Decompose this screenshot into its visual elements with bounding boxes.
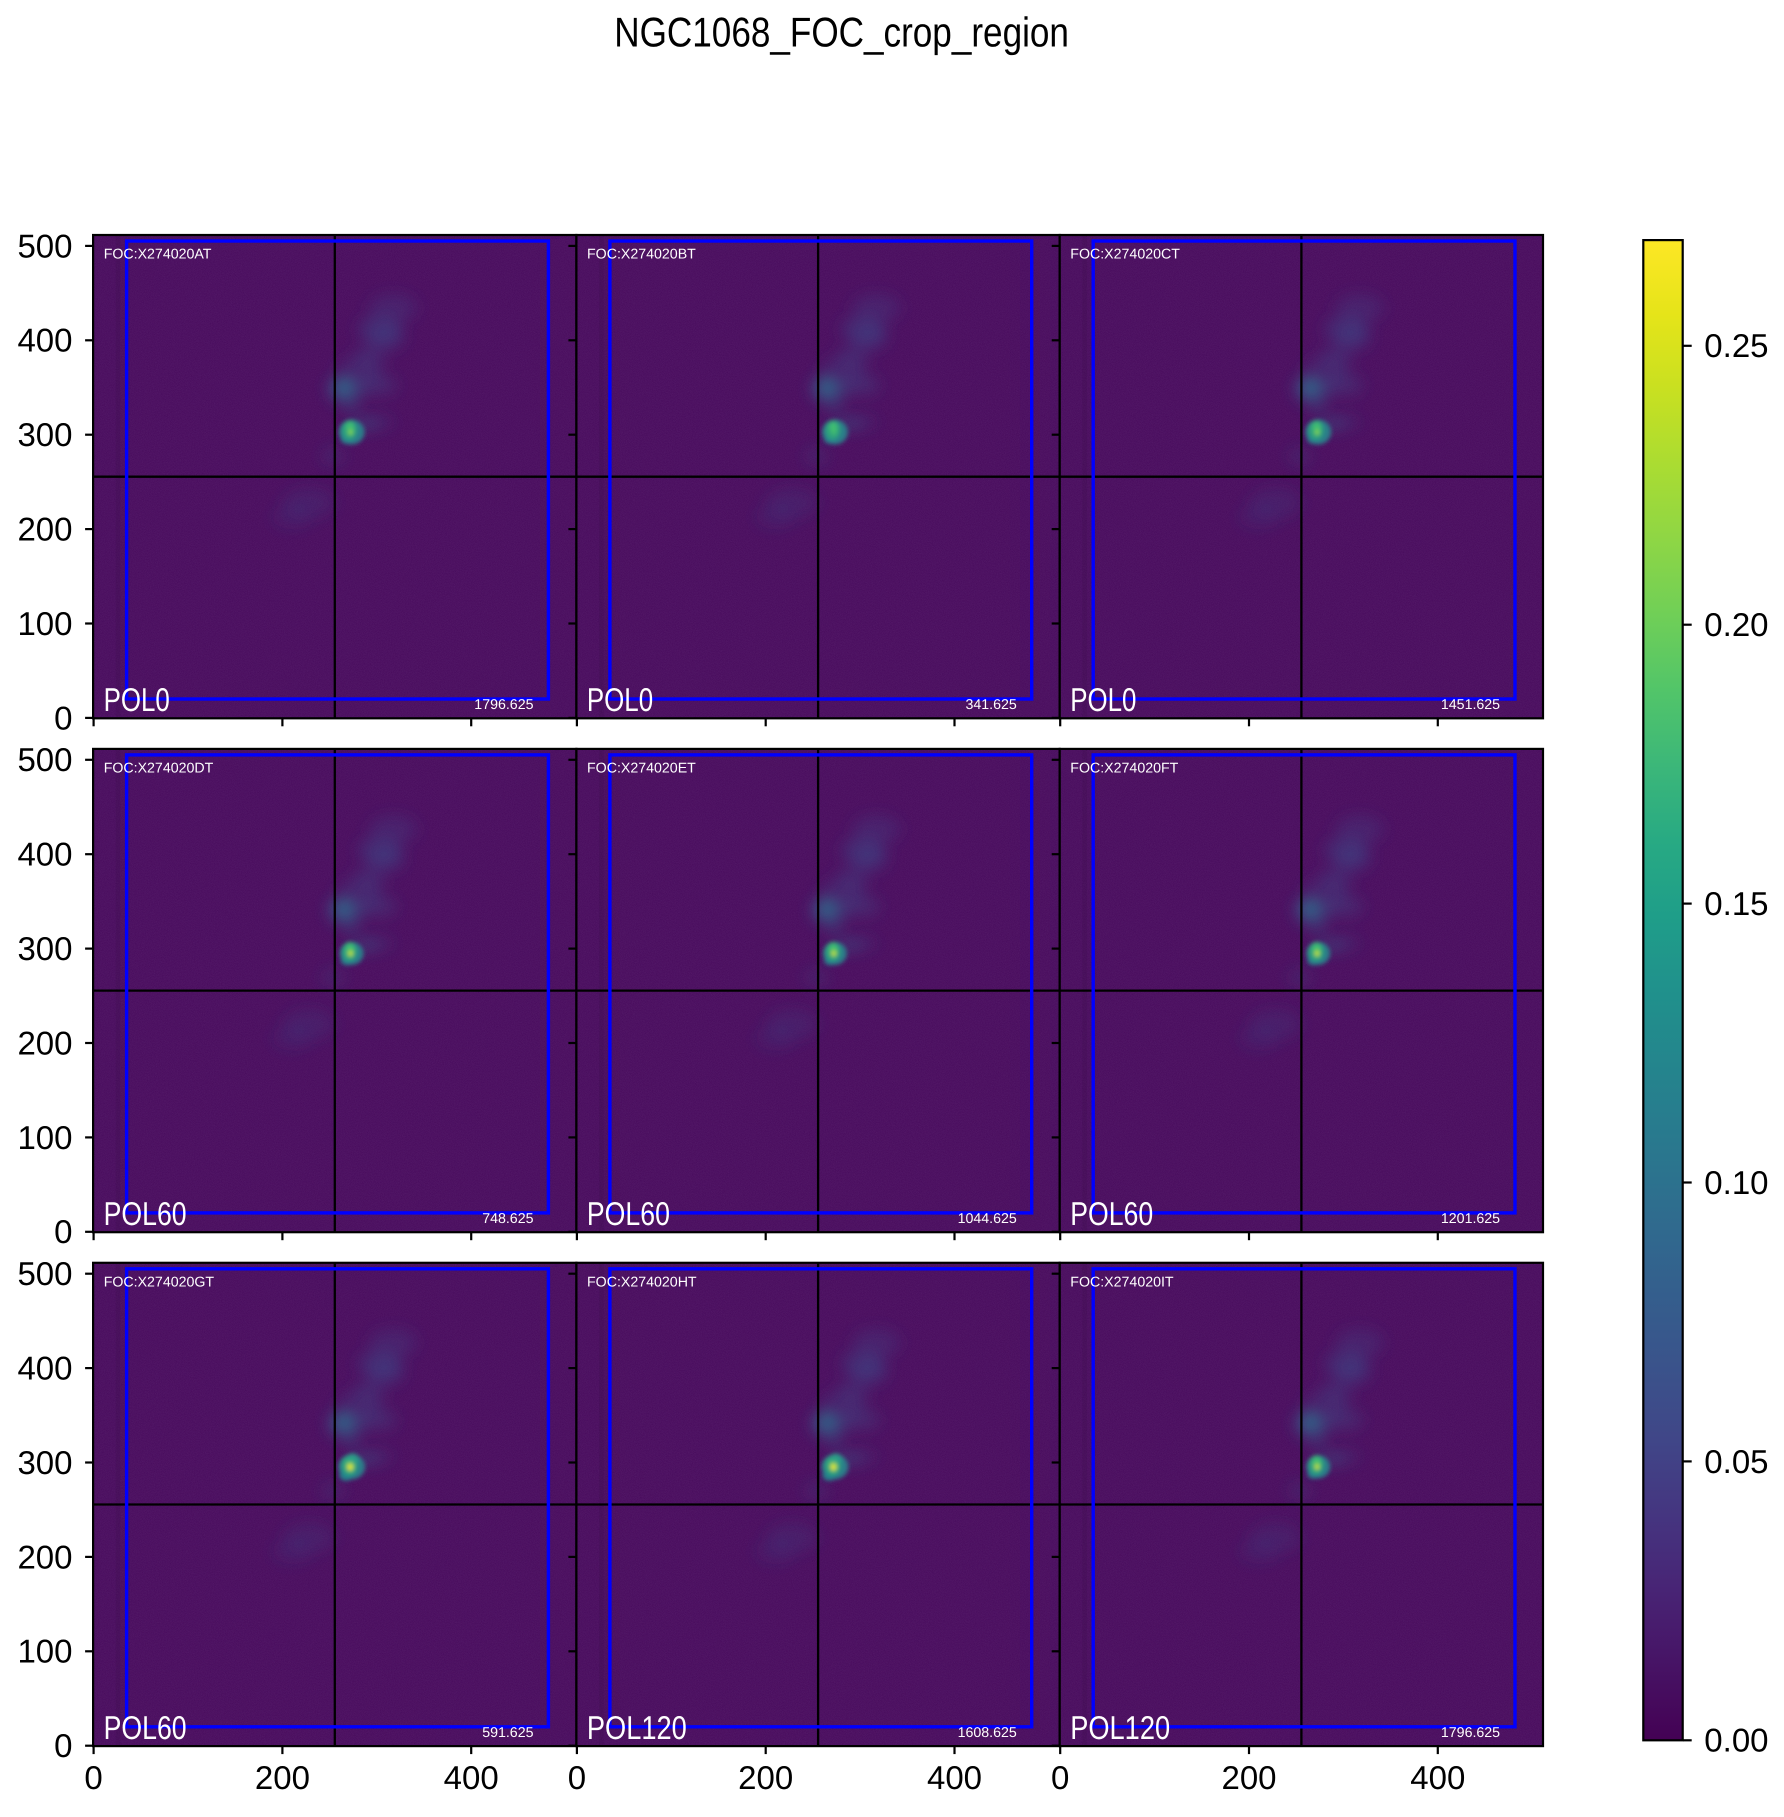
svg-text:POL0: POL0 bbox=[1070, 681, 1136, 718]
svg-text:POL0: POL0 bbox=[104, 681, 170, 718]
svg-text:500: 500 bbox=[17, 741, 72, 778]
svg-text:FOC:X274020FT: FOC:X274020FT bbox=[1070, 760, 1178, 776]
svg-text:0: 0 bbox=[54, 699, 72, 736]
svg-text:200: 200 bbox=[17, 511, 72, 548]
svg-text:FOC:X274020CT: FOC:X274020CT bbox=[1070, 247, 1180, 263]
svg-text:300: 300 bbox=[17, 1444, 72, 1481]
svg-text:0.15: 0.15 bbox=[1704, 885, 1768, 922]
svg-text:400: 400 bbox=[1410, 1759, 1465, 1796]
svg-text:500: 500 bbox=[17, 1255, 72, 1292]
svg-text:400: 400 bbox=[927, 1759, 982, 1796]
svg-text:400: 400 bbox=[17, 322, 72, 359]
svg-text:100: 100 bbox=[17, 1633, 72, 1670]
svg-text:POL60: POL60 bbox=[1070, 1195, 1153, 1232]
svg-text:FOC:X274020HT: FOC:X274020HT bbox=[587, 1274, 697, 1290]
svg-text:100: 100 bbox=[17, 1119, 72, 1156]
svg-text:300: 300 bbox=[17, 416, 72, 453]
svg-text:500: 500 bbox=[17, 227, 72, 264]
svg-text:1796.625: 1796.625 bbox=[474, 697, 533, 713]
svg-text:100: 100 bbox=[17, 605, 72, 642]
svg-text:0: 0 bbox=[54, 1727, 72, 1764]
svg-text:0: 0 bbox=[568, 1759, 586, 1796]
svg-text:0: 0 bbox=[54, 1213, 72, 1250]
svg-text:FOC:X274020ET: FOC:X274020ET bbox=[587, 760, 696, 776]
svg-text:FOC:X274020BT: FOC:X274020BT bbox=[587, 247, 696, 263]
svg-text:POL60: POL60 bbox=[104, 1709, 187, 1746]
svg-text:FOC:X274020IT: FOC:X274020IT bbox=[1070, 1274, 1174, 1290]
svg-text:200: 200 bbox=[255, 1759, 310, 1796]
svg-text:200: 200 bbox=[17, 1024, 72, 1061]
svg-text:NGC1068_FOC_crop_region: NGC1068_FOC_crop_region bbox=[614, 8, 1069, 55]
svg-text:POL60: POL60 bbox=[104, 1195, 187, 1232]
svg-text:0.00: 0.00 bbox=[1704, 1722, 1768, 1759]
svg-text:400: 400 bbox=[444, 1759, 499, 1796]
svg-text:748.625: 748.625 bbox=[482, 1211, 533, 1227]
svg-text:POL0: POL0 bbox=[587, 681, 653, 718]
svg-text:200: 200 bbox=[17, 1538, 72, 1575]
svg-text:POL60: POL60 bbox=[587, 1195, 670, 1232]
svg-text:300: 300 bbox=[17, 930, 72, 967]
svg-text:POL120: POL120 bbox=[587, 1709, 687, 1746]
svg-text:FOC:X274020DT: FOC:X274020DT bbox=[104, 760, 214, 776]
svg-text:0.05: 0.05 bbox=[1704, 1443, 1768, 1480]
svg-text:0.20: 0.20 bbox=[1704, 606, 1768, 643]
svg-text:400: 400 bbox=[17, 1350, 72, 1387]
svg-text:1451.625: 1451.625 bbox=[1441, 697, 1500, 713]
svg-text:0: 0 bbox=[1051, 1759, 1069, 1796]
svg-text:FOC:X274020AT: FOC:X274020AT bbox=[104, 247, 212, 263]
svg-text:1044.625: 1044.625 bbox=[958, 1211, 1017, 1227]
svg-text:0.10: 0.10 bbox=[1704, 1164, 1768, 1201]
svg-text:1796.625: 1796.625 bbox=[1441, 1725, 1500, 1741]
svg-text:FOC:X274020GT: FOC:X274020GT bbox=[104, 1274, 215, 1290]
svg-text:0: 0 bbox=[84, 1759, 102, 1796]
svg-text:1608.625: 1608.625 bbox=[958, 1725, 1017, 1741]
svg-text:0.25: 0.25 bbox=[1704, 327, 1768, 364]
svg-text:591.625: 591.625 bbox=[482, 1725, 533, 1741]
svg-text:200: 200 bbox=[1221, 1759, 1276, 1796]
svg-text:POL120: POL120 bbox=[1070, 1709, 1170, 1746]
svg-text:1201.625: 1201.625 bbox=[1441, 1211, 1500, 1227]
svg-text:341.625: 341.625 bbox=[966, 697, 1017, 713]
svg-text:400: 400 bbox=[17, 836, 72, 873]
svg-text:200: 200 bbox=[738, 1759, 793, 1796]
